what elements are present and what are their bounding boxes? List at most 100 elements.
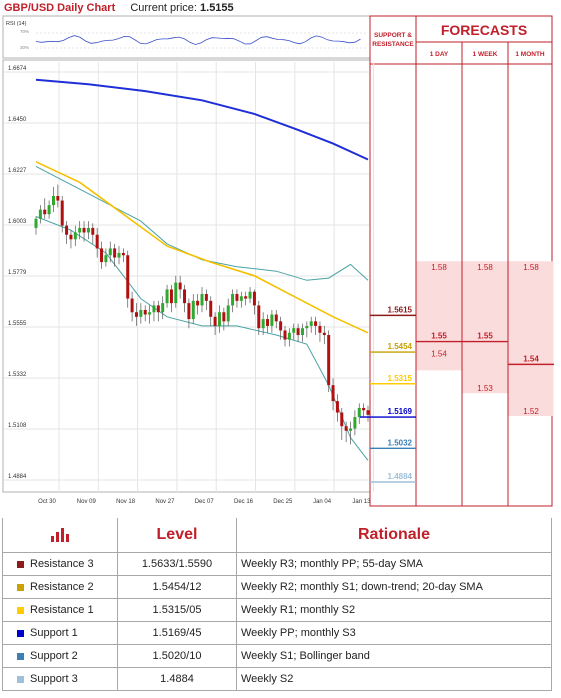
candle-body bbox=[91, 227, 95, 235]
candle-body bbox=[314, 321, 318, 326]
forecast-mid: 1.54 bbox=[523, 354, 539, 363]
level-rationale: Weekly PP; monthly S3 bbox=[236, 621, 552, 645]
candle-body bbox=[226, 305, 230, 322]
candle-body bbox=[287, 332, 291, 340]
chart: SUPPORT & RESISTANCE FORECASTS 1 DAY 1 W… bbox=[2, 15, 554, 507]
candle-body bbox=[331, 385, 335, 402]
forecast-low: 1.54 bbox=[431, 349, 447, 358]
rsi-line bbox=[35, 35, 361, 45]
level-rationale: Weekly R2; monthly S1; down-trend; 20-da… bbox=[236, 575, 552, 599]
price-value: 1.5155 bbox=[200, 2, 234, 14]
forecast-high: 1.58 bbox=[477, 263, 493, 272]
table-row: Support 2 1.5020/10 Weekly S1; Bollinger b… bbox=[2, 644, 552, 668]
rsi-tick-70: 70% bbox=[20, 29, 29, 34]
candle-body bbox=[335, 401, 339, 413]
candle-body bbox=[86, 227, 90, 233]
candle-body bbox=[318, 325, 322, 333]
candle-body bbox=[248, 291, 252, 299]
level-name: Support 3 bbox=[30, 673, 78, 685]
table-row: Support 3 1.4884 Weekly S2 bbox=[2, 667, 552, 691]
x-tick-label: Nov 27 bbox=[155, 499, 175, 505]
y-tick-label: 1.6227 bbox=[8, 168, 27, 174]
table-row: Resistance 3 1.5633/1.5590 Weekly R3; mont… bbox=[2, 552, 552, 576]
level-value: 1.5633/1.5590 bbox=[117, 552, 237, 576]
candle-body bbox=[65, 225, 69, 235]
rsi-panel bbox=[2, 15, 371, 59]
forecast-range-box bbox=[508, 261, 554, 416]
candle-body bbox=[139, 309, 143, 317]
x-tick-label: Oct 30 bbox=[38, 499, 56, 505]
candle-body bbox=[183, 289, 187, 304]
candle-body bbox=[196, 300, 200, 306]
level-name-cell: Resistance 1 bbox=[2, 598, 118, 622]
forecasts-title: FORECASTS bbox=[441, 22, 527, 38]
candle-body bbox=[261, 319, 265, 329]
x-tick-label: Nov 18 bbox=[116, 499, 136, 505]
level-swatch bbox=[17, 606, 24, 614]
bollinger-upper bbox=[35, 165, 369, 281]
level-name: Support 1 bbox=[30, 627, 78, 639]
candle-body bbox=[340, 412, 344, 427]
levels-table: Level Rationale Resistance 3 1.5633/1.559… bbox=[2, 518, 552, 691]
level-label-s3: 1.4884 bbox=[388, 472, 413, 481]
y-tick-label: 1.4884 bbox=[8, 474, 27, 480]
candle-body bbox=[148, 312, 152, 315]
candle-body bbox=[296, 328, 300, 336]
candle-body bbox=[104, 255, 108, 263]
sma20-line bbox=[35, 161, 369, 334]
sr-header-line1: SUPPORT & bbox=[374, 32, 412, 39]
level-rationale: Weekly S2 bbox=[236, 667, 552, 691]
candle-body bbox=[51, 195, 55, 206]
candle-body bbox=[134, 312, 138, 317]
candle-body bbox=[213, 316, 217, 326]
level-name-cell: Resistance 2 bbox=[2, 575, 118, 599]
x-tick-label: Jan 04 bbox=[313, 499, 332, 505]
candle-body bbox=[344, 426, 348, 431]
candle-body bbox=[78, 227, 82, 233]
rationale-header: Rationale bbox=[236, 518, 552, 553]
y-tick-label: 1.6003 bbox=[8, 219, 27, 225]
level-name: Support 2 bbox=[30, 650, 78, 662]
level-label-r1: 1.5315 bbox=[388, 374, 413, 383]
candle-body bbox=[56, 195, 60, 201]
level-rationale: Weekly R3; monthly PP; 55-day SMA bbox=[236, 552, 552, 576]
sr-header-line2: RESISTANCE bbox=[372, 41, 414, 48]
forecast-col-label-1month: 1 MONTH bbox=[515, 51, 545, 58]
candle-body bbox=[200, 294, 204, 306]
forecast-range-box bbox=[462, 261, 508, 394]
level-name: Resistance 1 bbox=[30, 604, 94, 616]
candle-body bbox=[34, 218, 38, 228]
candle-body bbox=[244, 296, 248, 299]
price-label: Current price: bbox=[130, 2, 197, 14]
candle-body bbox=[113, 248, 117, 258]
y-tick-label: 1.5779 bbox=[8, 270, 27, 276]
candle-body bbox=[95, 234, 99, 249]
sma55-line bbox=[35, 78, 369, 161]
candle-body bbox=[270, 314, 274, 326]
candle-body bbox=[152, 305, 156, 313]
bar-chart-icon bbox=[51, 527, 69, 542]
candle-body bbox=[309, 321, 313, 326]
candle-body bbox=[156, 305, 160, 313]
level-name-cell: Support 1 bbox=[2, 621, 118, 645]
forecast-mid: 1.55 bbox=[477, 332, 493, 341]
level-swatch bbox=[17, 583, 24, 591]
x-tick-label: Dec 25 bbox=[273, 499, 293, 505]
candle-body bbox=[117, 252, 121, 258]
level-value: 1.5169/45 bbox=[117, 621, 237, 645]
forecast-low: 1.52 bbox=[523, 407, 539, 416]
candle-body bbox=[47, 205, 51, 215]
candle-body bbox=[322, 332, 326, 336]
level-name-cell: Resistance 3 bbox=[2, 552, 118, 576]
x-tick-label: Nov 09 bbox=[77, 499, 97, 505]
level-value: 1.5454/12 bbox=[117, 575, 237, 599]
candle-body bbox=[292, 328, 296, 333]
x-tick-label: Dec 07 bbox=[195, 499, 215, 505]
candle-body bbox=[252, 291, 256, 306]
level-name: Resistance 3 bbox=[30, 558, 94, 570]
candle-body bbox=[266, 319, 270, 326]
candle-body bbox=[235, 294, 239, 301]
candle-body bbox=[100, 248, 104, 263]
forecast-high: 1.58 bbox=[431, 263, 447, 272]
level-label-s1: 1.5169 bbox=[388, 407, 413, 416]
